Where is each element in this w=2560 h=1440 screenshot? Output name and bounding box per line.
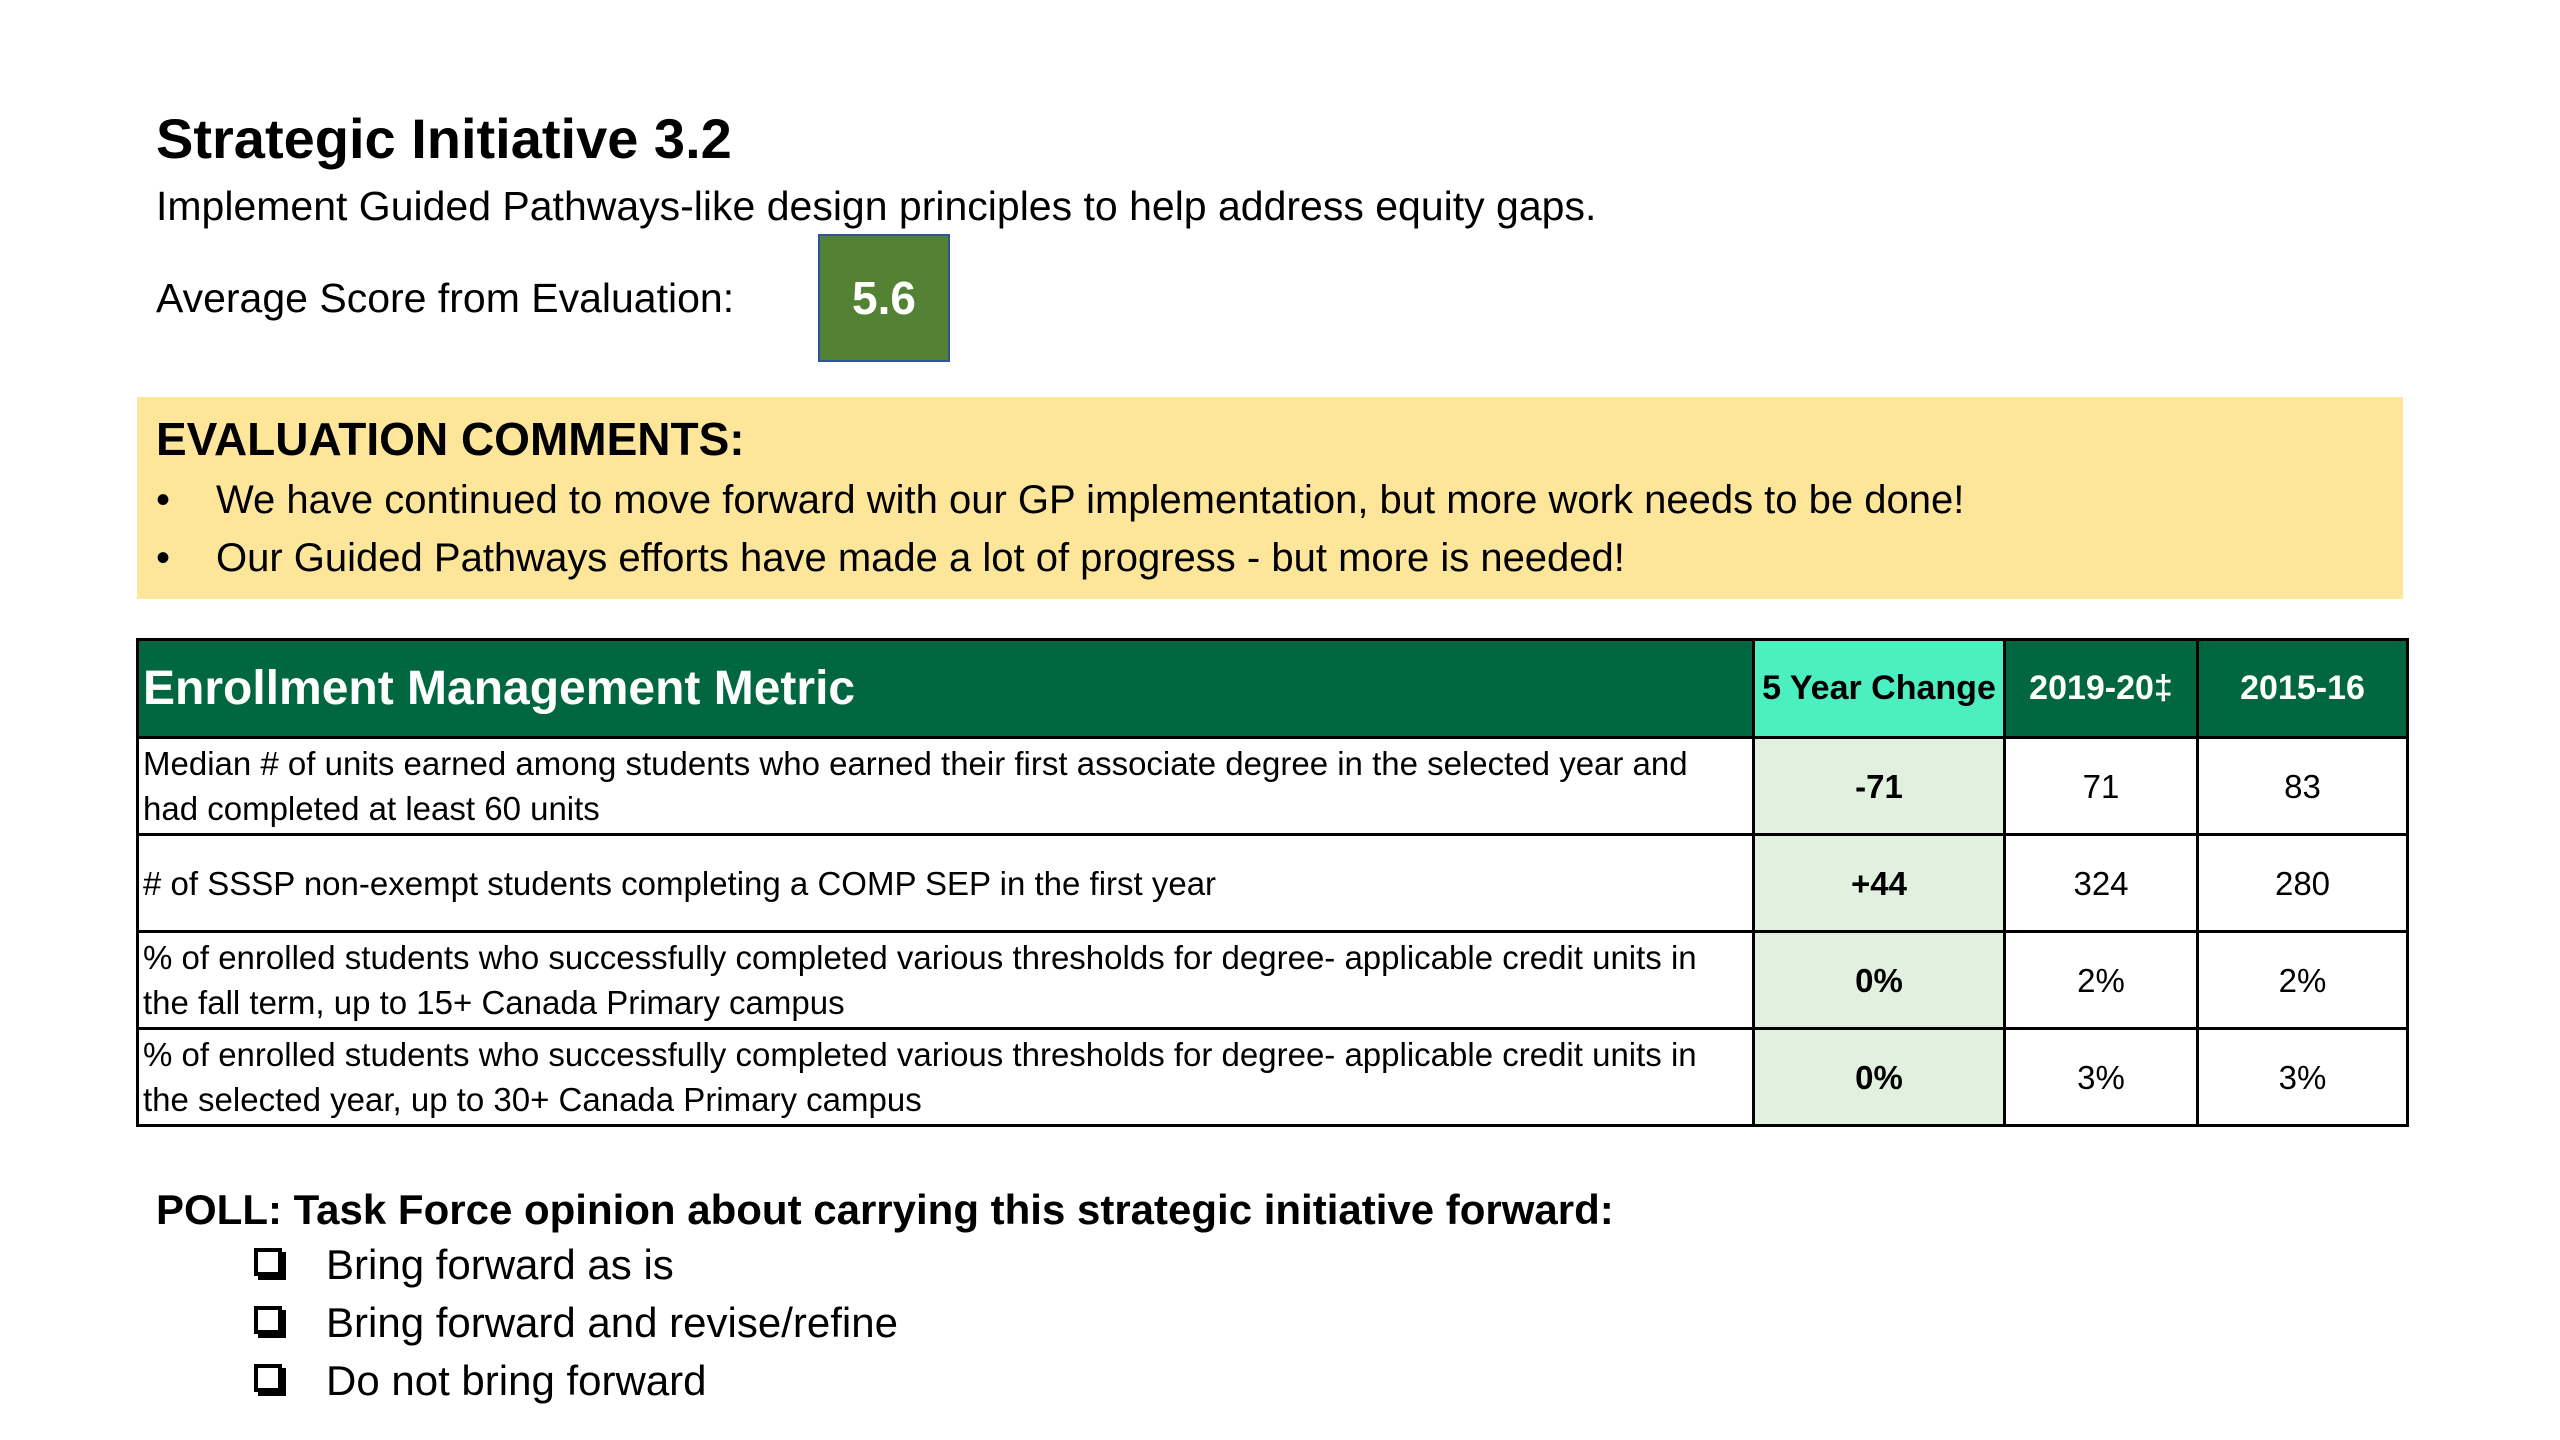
metric-cell: % of enrolled students who successfully … <box>136 930 1755 1030</box>
table-row: % of enrolled students who successfully … <box>136 930 2409 1030</box>
year1-cell: 71 <box>2003 736 2199 836</box>
table-row: % of enrolled students who successfully … <box>136 1027 2409 1127</box>
table-row: Median # of units earned among students … <box>136 736 2409 836</box>
year2-cell: 3% <box>2196 1027 2409 1127</box>
header-five-year-change: 5 Year Change <box>1752 638 2006 739</box>
comments-list: We have continued to move forward with o… <box>156 471 1964 587</box>
comments-heading: EVALUATION COMMENTS: <box>156 413 745 465</box>
initiative-description: Implement Guided Pathways-like design pr… <box>156 183 1597 229</box>
change-cell: +44 <box>1752 833 2006 933</box>
table-header-row: Enrollment Management Metric 5 Year Chan… <box>136 638 2409 739</box>
poll-option-label: Bring forward and revise/refine <box>326 1299 898 1346</box>
header-year-2015-16: 2015-16 <box>2196 638 2409 739</box>
poll-option-label: Do not bring forward <box>326 1357 707 1404</box>
page-title: Strategic Initiative 3.2 <box>156 107 732 170</box>
score-label: Average Score from Evaluation: <box>156 275 735 321</box>
metrics-table: Enrollment Management Metric 5 Year Chan… <box>136 638 2409 1127</box>
poll-option[interactable]: Bring forward and revise/refine <box>254 1294 898 1352</box>
comment-item: Our Guided Pathways efforts have made a … <box>156 529 1964 587</box>
evaluation-comments-panel: EVALUATION COMMENTS: We have continued t… <box>137 397 2403 599</box>
checkbox-icon[interactable] <box>254 1248 282 1276</box>
change-cell: -71 <box>1752 736 2006 836</box>
poll-option-label: Bring forward as is <box>326 1241 674 1288</box>
metric-cell: # of SSSP non-exempt students completing… <box>136 833 1755 933</box>
score-badge: 5.6 <box>818 234 950 362</box>
comment-item: We have continued to move forward with o… <box>156 471 1964 529</box>
poll-option[interactable]: Bring forward as is <box>254 1236 898 1294</box>
metric-cell: Median # of units earned among students … <box>136 736 1755 836</box>
metric-cell: % of enrolled students who successfully … <box>136 1027 1755 1127</box>
poll-heading: POLL: Task Force opinion about carrying … <box>156 1186 1614 1233</box>
year1-cell: 2% <box>2003 930 2199 1030</box>
year1-cell: 3% <box>2003 1027 2199 1127</box>
checkbox-icon[interactable] <box>254 1364 282 1392</box>
checkbox-icon[interactable] <box>254 1306 282 1334</box>
change-cell: 0% <box>1752 930 2006 1030</box>
header-year-2019-20: 2019-20‡ <box>2003 638 2199 739</box>
year2-cell: 83 <box>2196 736 2409 836</box>
poll-option[interactable]: Do not bring forward <box>254 1352 898 1410</box>
year2-cell: 2% <box>2196 930 2409 1030</box>
table-row: # of SSSP non-exempt students completing… <box>136 833 2409 933</box>
poll-options: Bring forward as is Bring forward and re… <box>254 1236 898 1410</box>
change-cell: 0% <box>1752 1027 2006 1127</box>
year2-cell: 280 <box>2196 833 2409 933</box>
header-metric: Enrollment Management Metric <box>136 638 1755 739</box>
year1-cell: 324 <box>2003 833 2199 933</box>
